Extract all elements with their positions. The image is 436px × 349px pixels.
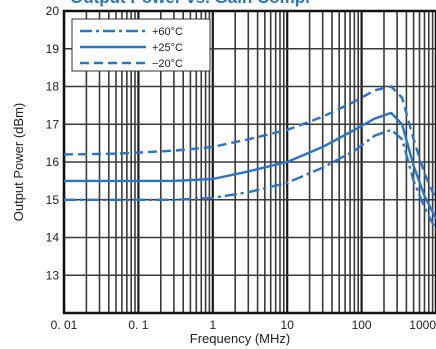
legend-label-2: −20°C <box>152 58 183 70</box>
x-tick-label: 0. 1 <box>128 318 148 332</box>
x-tick-label: 10 <box>281 318 295 332</box>
series-line-2 <box>63 85 436 201</box>
x-axis-label: Frequency (MHz) <box>190 331 290 346</box>
plot-series <box>63 85 436 231</box>
legend-label-0: +60°C <box>152 26 183 38</box>
series-line-1 <box>64 111 436 220</box>
y-tick-label: 16 <box>46 155 60 169</box>
y-tick-label: 18 <box>46 80 60 94</box>
legend: +60°C +25°C −20°C <box>71 18 211 72</box>
y-tick-label: 20 <box>46 4 60 18</box>
y-tick-label: 19 <box>46 42 60 56</box>
x-tick-label: 1 <box>209 318 216 332</box>
legend-label-1: +25°C <box>152 42 183 54</box>
y-tick-label: 13 <box>46 268 60 282</box>
x-tick-label: 100 <box>352 318 372 332</box>
y-tick-label: 15 <box>46 193 60 207</box>
x-tick-label: 0. 01 <box>51 318 78 332</box>
grid <box>62 10 436 313</box>
y-tick-label: 17 <box>46 117 60 131</box>
series-line-0 <box>64 128 436 231</box>
y-axis-label: Output Power (dBm) <box>11 103 26 222</box>
y-tick-label: 14 <box>46 231 60 245</box>
plot-frame <box>62 9 436 315</box>
x-tick-label: 1000 <box>409 318 436 332</box>
chart-title: Output Power vs. Gain Compr <box>70 0 312 7</box>
